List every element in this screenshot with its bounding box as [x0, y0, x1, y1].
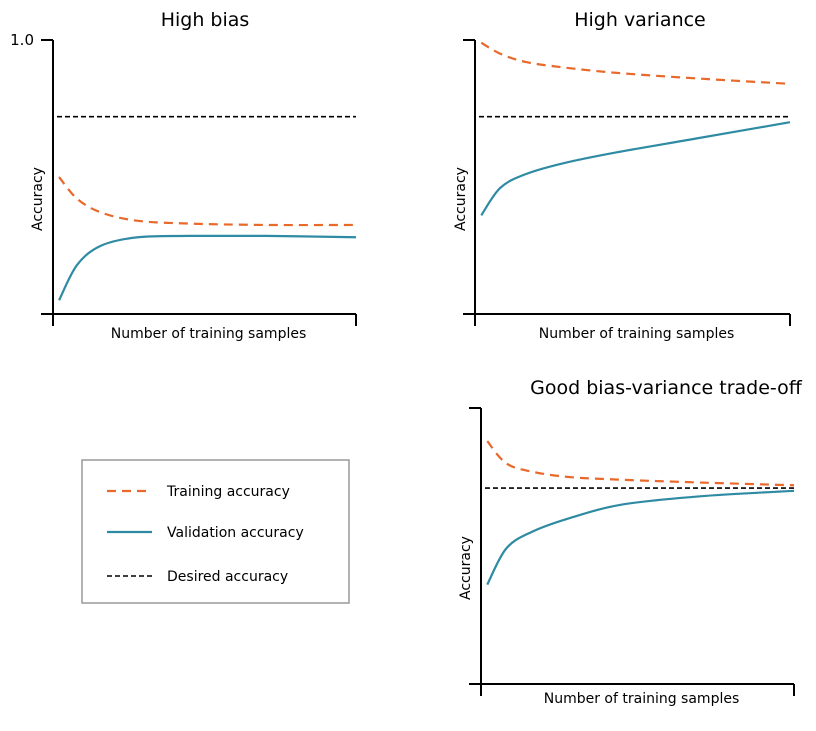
legend-label-validation: Validation accuracy — [167, 525, 304, 541]
chart-title: High bias — [161, 9, 250, 31]
chart-1: 1.0 High bias Number of training samples Ac… — [10, 9, 357, 342]
validation-accuracy-curve — [486, 489, 795, 586]
chart-3: Good bias-variance trade-off Number of tr… — [458, 377, 803, 707]
chart-2: High variance Number of training samples A… — [453, 9, 791, 342]
x-axis-label: Number of training samples — [539, 326, 735, 342]
chart-title: High variance — [574, 9, 706, 31]
training-accuracy-curve — [58, 176, 357, 227]
x-axis-label: Number of training samples — [111, 326, 307, 342]
y-axis-label: Accuracy — [458, 536, 474, 600]
legend-label-training: Training accuracy — [166, 484, 290, 500]
x-axis-label: Number of training samples — [544, 691, 740, 707]
validation-accuracy-curve — [480, 121, 791, 216]
validation-accuracy-curve — [58, 234, 357, 301]
chart-title: Good bias-variance trade-off — [530, 377, 803, 399]
y-axis-label: Accuracy — [453, 167, 469, 231]
training-accuracy-curve — [486, 440, 795, 487]
y-axis-label: Accuracy — [30, 167, 46, 231]
legend: Training accuracy Validation accuracy Desi… — [81, 459, 350, 604]
training-accuracy-curve — [480, 41, 791, 85]
y-tick-label: 1.0 — [10, 31, 34, 49]
legend-label-desired: Desired accuracy — [167, 569, 288, 585]
